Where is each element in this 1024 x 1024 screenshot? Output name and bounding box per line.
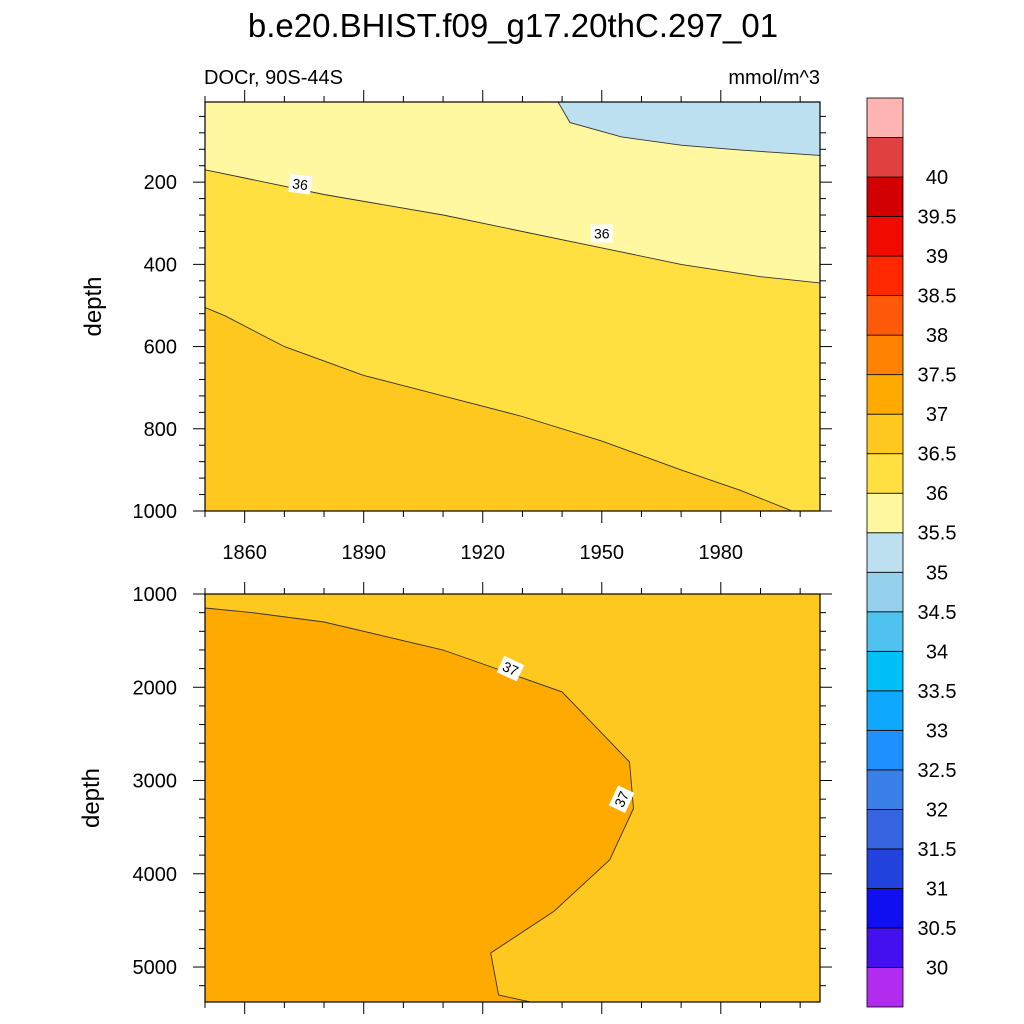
contour-line-37 [205,607,634,1002]
colorbar-label: 36 [926,483,948,505]
contour-label-bg [288,173,313,195]
colorbar-swatch [866,453,904,494]
colorbar-swatch [866,650,904,692]
colorbar-swatch [866,611,904,652]
contour-region-36.5-37 [205,307,793,511]
contour-line-35.5 [557,102,820,156]
contour-label-1-0: 37 [496,655,525,682]
y-tick-label: 800 [144,419,177,441]
contour-line-36 [205,169,820,284]
contour-label-0-0: 36 [288,173,313,195]
colorbar-swatch [866,729,904,771]
contour-region-35.5-36 [205,102,820,283]
colorbar-swatch [866,888,904,929]
colorbar-swatch [866,295,904,336]
chart-title: b.e20.BHIST.f09_g17.20thC.297_01 [248,7,778,44]
contour-label-text: 37 [500,658,521,679]
contour-label-bg [496,655,525,682]
contour-region-37-37.5 [205,608,634,1002]
panel-upper: 36 36 200 400 600 800 1000 1860 1890 1920 1950 1980… [80,90,832,564]
contour-label-text: 36 [594,226,610,242]
colorbar-swatch [866,808,904,850]
y-tick-label: 1000 [133,501,178,523]
y-tick-label: 600 [144,337,177,359]
colorbar-swatch [866,176,904,217]
y-tick-label: 400 [144,254,177,276]
colorbar-label: 39.5 [918,207,957,229]
colorbar-label: 37.5 [918,365,957,387]
contour-label-bg [608,785,635,813]
y-tick-label: 5000 [133,957,178,979]
colorbar-label: 33.5 [918,681,957,703]
x-tick-label: 1860 [222,542,267,564]
y-tick-label: 2000 [133,677,178,699]
panel-upper-frame [204,101,821,512]
colorbar-swatch [866,571,904,613]
contour-label-text: 36 [291,175,309,193]
x-tick-label: 1920 [460,542,505,564]
colorbar: 30 30.5 31 31.5 32 32.5 33 33.5 34 34.5 35 35.5 36 36… [866,97,957,1008]
y-tick-label: 1000 [133,584,178,606]
colorbar-label: 30.5 [918,918,957,940]
colorbar-label: 34 [926,641,948,663]
x-tick-label: 1980 [699,542,744,564]
colorbar-swatch [866,492,904,534]
colorbar-label: 36.5 [918,444,957,466]
colorbar-swatch [866,97,904,138]
colorbar-swatch [866,413,904,455]
panel-lower-fills [205,594,820,1002]
panel-lower-frame [204,593,821,1003]
colorbar-swatch [866,848,904,889]
y-axis-label: depth [80,276,107,336]
colorbar-swatch [866,967,904,1008]
colorbar-label: 31.5 [918,839,957,861]
contour-label-1-1: 37 [608,785,635,813]
colorbar-label: 38 [926,325,948,347]
colorbar-swatch [866,255,904,297]
y-tick-label: 4000 [133,864,178,886]
contour-line-36.5 [205,307,793,511]
colorbar-swatch [866,137,904,178]
units-label: mmol/m^3 [728,67,820,89]
y-axis-label: depth [78,768,105,828]
panels-group: 36 36 200 400 600 800 1000 1860 1890 1920 1950 1980… [78,90,832,1014]
contour-label-text: 37 [611,789,632,810]
colorbar-swatch [866,216,904,257]
colorbar-swatch [866,690,904,731]
colorbar-label: 34.5 [918,602,957,624]
contour-region-36-36.5 [205,169,820,511]
panel-upper-fills [205,102,820,511]
colorbar-label: 35.5 [918,523,957,545]
colorbar-label: 32 [926,799,948,821]
x-tick-label: 1890 [341,542,386,564]
colorbar-label: 32.5 [918,760,957,782]
colorbar-label: 30 [926,957,948,979]
y-tick-label: 200 [144,172,177,194]
contour-region-36.5-37 [205,594,820,1002]
colorbar-label: 40 [926,167,948,189]
colorbar-swatch [866,374,904,415]
colorbar-swatch [866,769,904,810]
colorbar-label: 33 [926,720,948,742]
contour-label-bg [590,224,613,243]
x-tick-label: 1950 [580,542,625,564]
colorbar-label: 37 [926,404,948,426]
variable-region-label: DOCr, 90S-44S [204,67,343,89]
colorbar-label: 35 [926,562,948,584]
y-tick-label: 3000 [133,771,178,793]
colorbar-label: 31 [926,878,948,900]
contour-label-0-1: 36 [590,224,613,243]
colorbar-swatch [866,927,904,968]
colorbar-swatch [866,532,904,573]
colorbar-label: 39 [926,246,948,268]
panel-lower: 37 37 1000 2000 3000 4000 5000 depth [78,582,832,1014]
colorbar-swatch [866,334,904,376]
contour-region-35-35.5 [558,102,820,156]
colorbar-label: 38.5 [918,286,957,308]
